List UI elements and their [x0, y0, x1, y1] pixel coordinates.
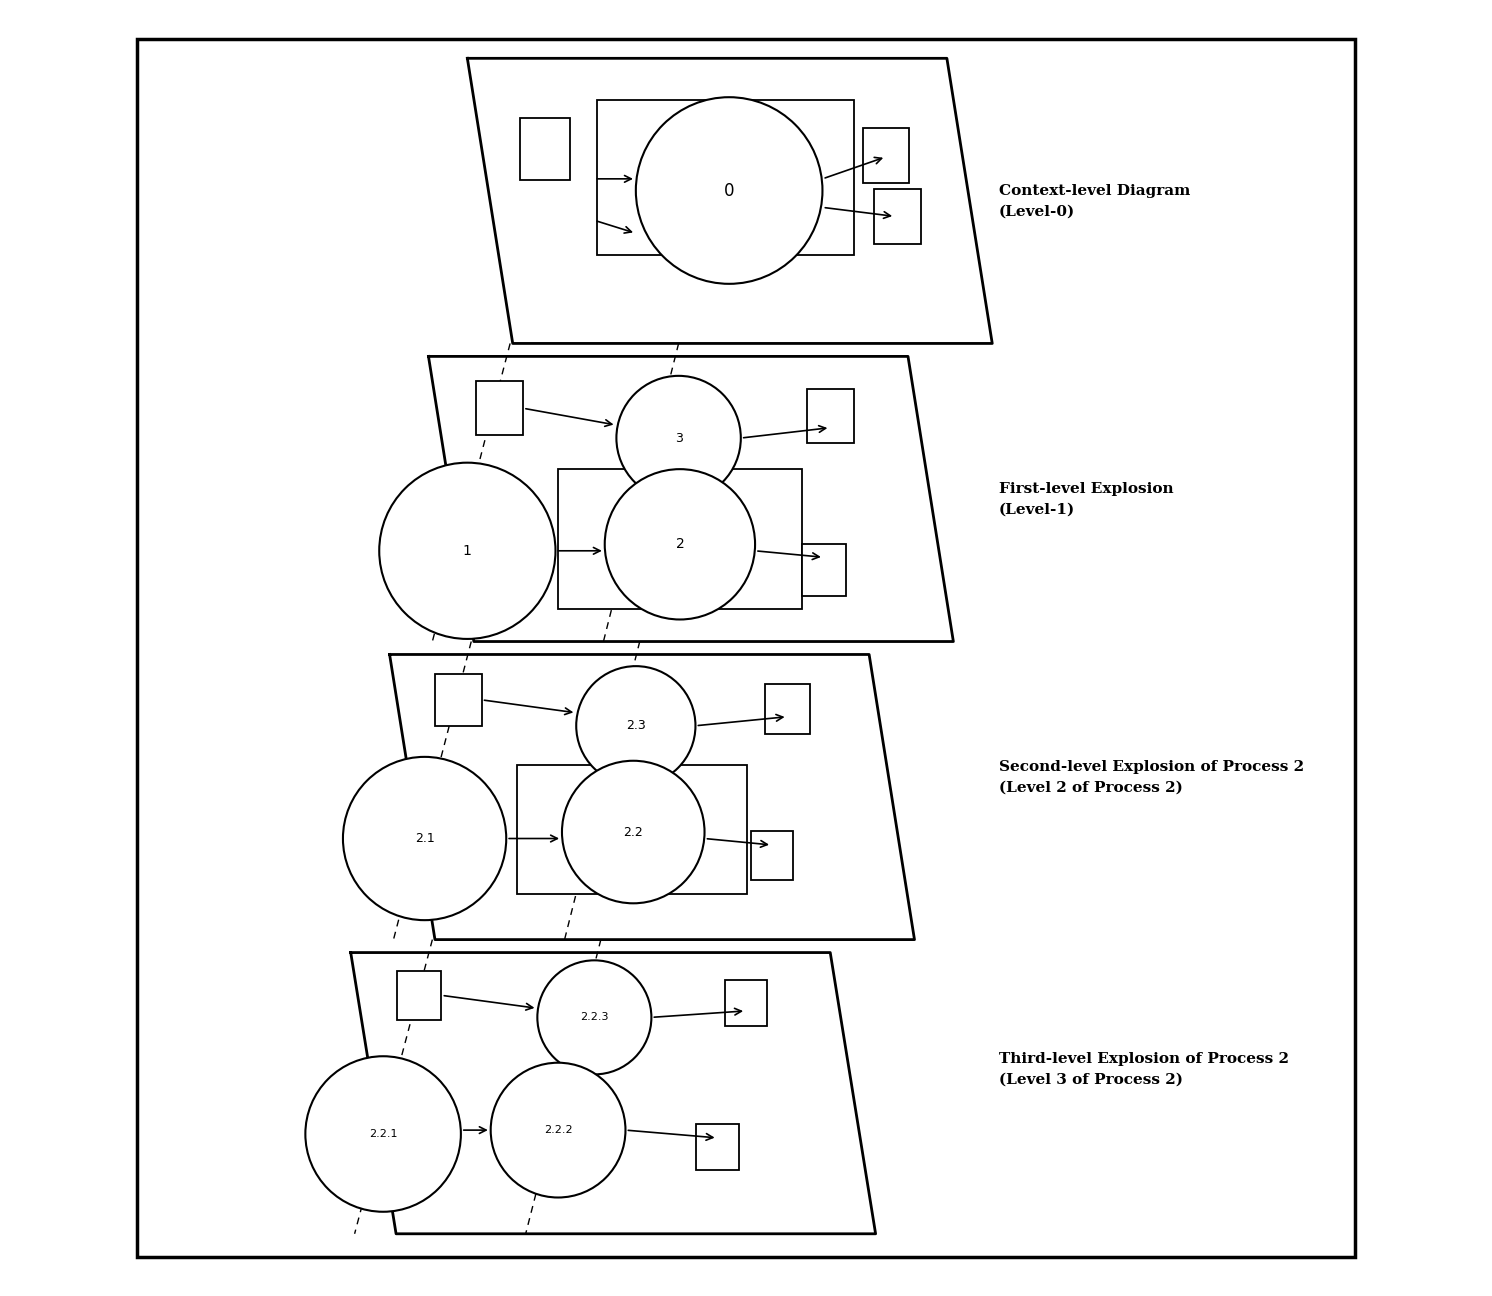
- Circle shape: [537, 960, 652, 1074]
- FancyBboxPatch shape: [137, 39, 1355, 1257]
- Text: Context-level Diagram
(Level-0): Context-level Diagram (Level-0): [998, 184, 1191, 218]
- Text: 2.1: 2.1: [415, 832, 434, 845]
- Bar: [436, 674, 482, 726]
- Text: 2: 2: [676, 538, 685, 551]
- Bar: [597, 100, 853, 255]
- Text: 2.2: 2.2: [624, 826, 643, 839]
- Bar: [558, 469, 801, 609]
- Bar: [807, 389, 853, 443]
- Circle shape: [616, 376, 742, 500]
- Bar: [862, 128, 909, 183]
- Circle shape: [576, 666, 695, 785]
- Circle shape: [306, 1056, 461, 1212]
- Text: Second-level Explosion of Process 2
(Level 2 of Process 2): Second-level Explosion of Process 2 (Lev…: [998, 761, 1304, 794]
- Circle shape: [343, 757, 506, 920]
- Text: 0: 0: [724, 181, 734, 200]
- Bar: [750, 831, 794, 880]
- Circle shape: [562, 761, 704, 903]
- Text: 2.3: 2.3: [627, 719, 646, 732]
- Bar: [725, 980, 767, 1026]
- Text: 2.2.1: 2.2.1: [369, 1129, 397, 1139]
- Bar: [874, 189, 921, 244]
- Text: First-level Explosion
(Level-1): First-level Explosion (Level-1): [998, 482, 1173, 516]
- Circle shape: [491, 1063, 625, 1198]
- Circle shape: [604, 469, 755, 619]
- Bar: [765, 684, 810, 734]
- Bar: [397, 971, 442, 1020]
- Text: 2.2.3: 2.2.3: [580, 1012, 609, 1023]
- Bar: [801, 544, 846, 596]
- Bar: [697, 1124, 739, 1170]
- Circle shape: [379, 463, 555, 639]
- Bar: [476, 381, 524, 435]
- Circle shape: [636, 97, 822, 284]
- Text: 1: 1: [463, 544, 471, 557]
- Text: Third-level Explosion of Process 2
(Level 3 of Process 2): Third-level Explosion of Process 2 (Leve…: [998, 1052, 1289, 1086]
- Bar: [516, 765, 747, 894]
- Bar: [521, 118, 570, 180]
- Text: 3: 3: [674, 432, 682, 445]
- Text: 2.2.2: 2.2.2: [543, 1125, 573, 1135]
